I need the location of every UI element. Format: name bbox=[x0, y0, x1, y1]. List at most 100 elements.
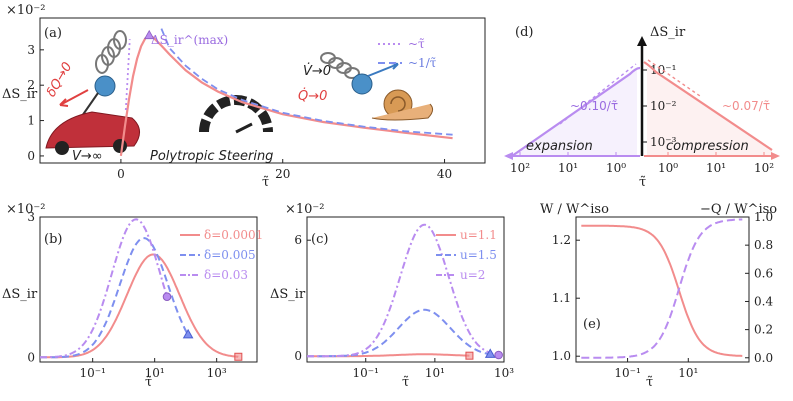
legend-u-1.5-label: u=1.5 bbox=[460, 248, 497, 262]
panel-e-ytick-right-label: 0.2 bbox=[754, 323, 773, 337]
panel-d-ytick-label: 10⁻³ bbox=[650, 135, 677, 149]
panel-c-xlabel: τ̃ bbox=[402, 375, 409, 390]
panel-a-frame bbox=[39, 17, 486, 164]
panel-e-xtick-label: 10¹ bbox=[678, 366, 698, 380]
series-delta-s-ir bbox=[119, 34, 453, 157]
panel-e-ytick-right-label: 1.0 bbox=[754, 210, 773, 224]
panel-c-xtick-label: 10³ bbox=[494, 366, 514, 380]
x-axis-left-arrow-icon bbox=[504, 152, 513, 160]
panel-a-scale-note: ×10⁻² bbox=[6, 3, 46, 18]
panel-e-xtick-label: 10⁻¹ bbox=[614, 366, 640, 380]
expansion-region-label: expansion bbox=[526, 139, 593, 154]
series-u-1.5 bbox=[307, 308, 491, 358]
legend-delta-0.03-label: δ=0.03 bbox=[204, 268, 248, 282]
expansion-slope-label: ~0.10/τ̃ bbox=[570, 99, 618, 113]
series-minus-q-over-w-iso bbox=[581, 218, 743, 359]
panel-b-xtick-label: 10⁻¹ bbox=[79, 366, 105, 380]
panel-d-xtick-label: 10⁰ bbox=[658, 161, 678, 175]
qdot-annotation: Q̇→0 bbox=[298, 89, 327, 104]
panel-e-ytick-right-label: 0.6 bbox=[754, 266, 773, 280]
panel-c-xtick-label: 10¹ bbox=[425, 366, 445, 380]
panel-a-xtick-label: 0 bbox=[117, 167, 125, 181]
panel-c-scale-note: ×10⁻² bbox=[285, 202, 325, 217]
panel-a-ticks: 0 20 40 0 1 2 3 bbox=[27, 43, 452, 181]
panel-a-ytick-label: 3 bbox=[27, 43, 35, 57]
legend-delta-0.0001-label: δ=0.0001 bbox=[204, 228, 263, 242]
arrow-head-icon bbox=[59, 98, 69, 107]
panel-a-ytick-label: 1 bbox=[27, 114, 35, 128]
panel-d-ytick-label: 10⁻² bbox=[650, 99, 677, 113]
snail-body-icon bbox=[371, 103, 434, 121]
panel-e-ytick-right-label: 0.0 bbox=[754, 351, 773, 365]
panel-a-label: (a) bbox=[44, 26, 62, 41]
wheel-icon bbox=[113, 139, 127, 153]
circle-marker bbox=[494, 350, 503, 360]
v-inf-annotation: V→∞ bbox=[72, 149, 103, 164]
panel-b-markers bbox=[162, 292, 243, 361]
panel-a-xlabel: τ̃ bbox=[262, 175, 269, 190]
spring-right bbox=[320, 52, 360, 79]
panel-a-xtick-label: 40 bbox=[437, 167, 452, 181]
panel-e-ylabel-left: W / W^iso bbox=[540, 202, 609, 217]
series-expansion bbox=[511, 66, 641, 157]
compression-region-label: compression bbox=[666, 139, 749, 154]
panel-d-ylabel: ΔS_ir bbox=[650, 25, 686, 40]
square-marker bbox=[465, 351, 474, 360]
triangle-marker bbox=[182, 328, 194, 339]
panel-e-ytick-left-label: 1.1 bbox=[552, 291, 571, 305]
legend-delta-0.005-label: δ=0.005 bbox=[204, 248, 256, 262]
x-axis-right-arrow-icon bbox=[771, 152, 780, 160]
panel-c-ticks: 10⁻¹ 10¹ 10³ 0 6 bbox=[294, 233, 514, 380]
panel-c-xtick-label: 10⁻¹ bbox=[353, 366, 379, 380]
panel-c-label: (c) bbox=[311, 232, 328, 247]
panel-d-xtick-label: 10¹ bbox=[706, 161, 726, 175]
panel-b-label: (b) bbox=[44, 232, 62, 247]
panel-b-ylabel: ΔS_ir bbox=[2, 287, 38, 302]
vdot-annotation: V̇→0 bbox=[303, 64, 331, 79]
panel-b-frame bbox=[39, 216, 258, 363]
panel-d-xtick-label: 10⁰ bbox=[606, 161, 626, 175]
panel-c-markers bbox=[465, 348, 503, 360]
legend-u-2-label: u=2 bbox=[460, 268, 485, 282]
snail-spiral-icon bbox=[390, 96, 406, 112]
panel-e-ytick-right-label: 0.8 bbox=[754, 238, 773, 252]
panel-b: ×10⁻² (b) ΔS_ir τ̃ 10⁻¹ 10¹ 10³ 0 3 δ=0.0001… bbox=[2, 202, 263, 390]
panel-a-ytick-label: 0 bbox=[27, 149, 35, 163]
rod-left bbox=[81, 92, 99, 117]
spring-left bbox=[95, 30, 127, 74]
speedometer-needle bbox=[235, 122, 253, 134]
wheel-icon bbox=[55, 141, 69, 155]
compression-slope-label: ~0.07/τ̃ bbox=[722, 99, 770, 113]
panel-e-ytick-right-label: 0.4 bbox=[754, 294, 773, 308]
speedometer-icon bbox=[199, 95, 273, 134]
panel-e: (e) W / W^iso −Q / W^iso τ̃ 10⁻¹ 10¹ 1.0 1.… bbox=[540, 202, 777, 390]
panel-b-xlabel: τ̃ bbox=[145, 375, 152, 390]
peak-marker bbox=[144, 29, 155, 40]
series-tau-asymptote bbox=[124, 39, 131, 111]
series-compression bbox=[643, 61, 773, 151]
panel-c-ytick-label: 6 bbox=[294, 233, 302, 247]
series-u-2 bbox=[307, 223, 499, 358]
triangle-marker bbox=[484, 348, 496, 358]
square-marker bbox=[234, 352, 243, 361]
panel-c: ×10⁻² (c) ΔS_ir τ̃ 10⁻¹ 10¹ 10³ 0 6 u=1.1 u=… bbox=[270, 202, 514, 390]
circle-marker bbox=[162, 292, 172, 301]
panel-d: (d) ΔS_ir τ̃ 10² 10¹ 10⁰ 10⁰ 10¹ 10²10⁻¹10⁻²1… bbox=[504, 25, 780, 190]
legend-tau-label: ~τ̃ bbox=[408, 37, 425, 51]
panel-d-xtick-label: 10² bbox=[510, 161, 530, 175]
arrow-right-blue bbox=[367, 63, 399, 77]
series-inverse-tau-asymptote bbox=[160, 28, 453, 136]
polytropic-caption: Polytropic Steering bbox=[150, 149, 273, 164]
ball-right bbox=[351, 73, 373, 95]
series-w-over-w-iso bbox=[581, 224, 743, 357]
panel-b-xtick-label: 10¹ bbox=[145, 366, 165, 380]
panel-a-ytick-label: 2 bbox=[27, 78, 35, 92]
panel-a-ylabel: ΔS_ir bbox=[2, 87, 38, 102]
series-delta-0.03 bbox=[40, 218, 168, 359]
peak-label: ΔS_ir^(max) bbox=[151, 33, 228, 47]
panel-d-xlabel: τ̃ bbox=[639, 175, 646, 190]
panel-e-xlabel: τ̃ bbox=[646, 375, 653, 390]
panel-d-xtick-label: 10² bbox=[754, 161, 774, 175]
panel-e-ytick-left-label: 1.0 bbox=[552, 349, 571, 363]
